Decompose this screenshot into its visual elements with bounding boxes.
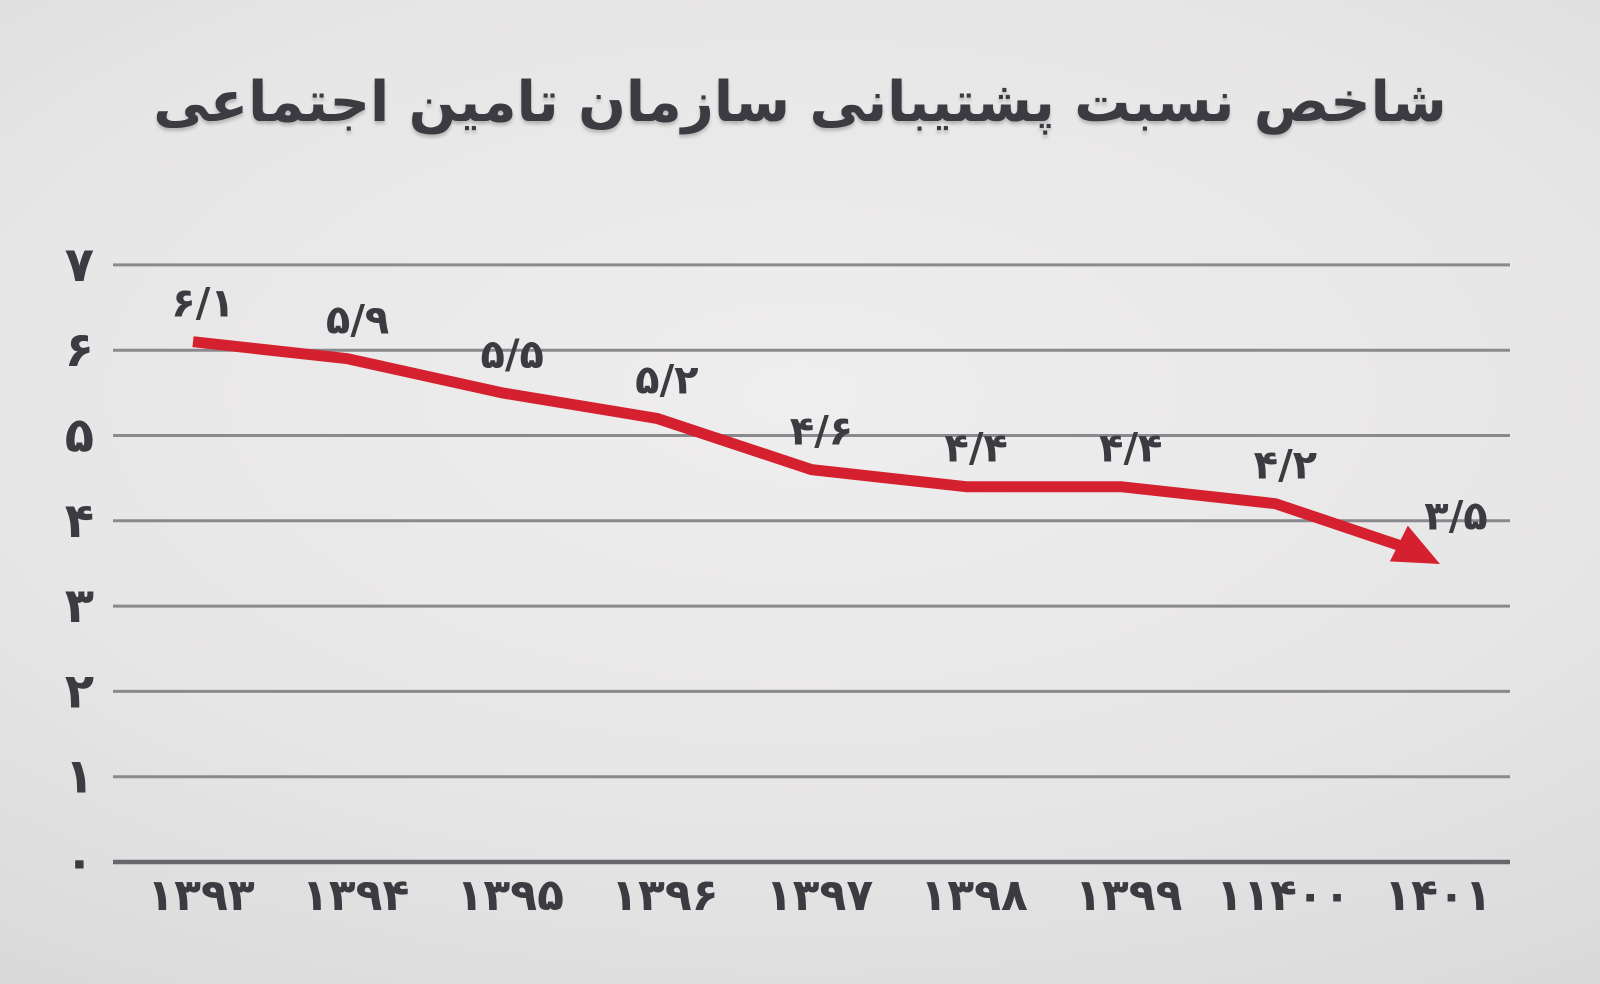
- x-axis-label: ۱۳۹۷: [766, 870, 874, 921]
- data-point-label: ۵/۵: [481, 332, 544, 378]
- x-axis-label: ۱۳۹۹: [1075, 870, 1182, 921]
- data-point-label: ۶/۱: [171, 281, 234, 327]
- chart-title: شاخص نسبت پشتیبانی سازمان تامین اجتماعی: [153, 70, 1447, 135]
- data-point-label: ۴/۴: [1099, 426, 1162, 472]
- x-axis-label: ۱۳۹۶: [611, 870, 718, 921]
- y-axis-tick-label: ۴: [65, 493, 94, 549]
- data-point-label: ۳/۵: [1424, 493, 1487, 539]
- x-axis-label: ۱۴۰۱: [1384, 870, 1491, 921]
- data-point-label: ۴/۶: [790, 409, 853, 455]
- y-axis-tick-label: ۲: [65, 663, 94, 719]
- x-axis-label: ۱۱۴۰۰: [1216, 870, 1350, 921]
- y-axis-tick-label: ۷: [65, 237, 94, 293]
- y-axis-tick-label: ۳: [65, 578, 94, 634]
- y-axis-tick-label: ۵: [65, 408, 94, 464]
- x-axis-label: ۱۳۹۸: [920, 870, 1028, 921]
- x-axis-label: ۱۳۹۵: [457, 870, 564, 921]
- data-point-label: ۴/۲: [1254, 443, 1317, 489]
- x-axis-label: ۱۳۹۳: [147, 870, 255, 921]
- data-point-label: ۵/۹: [326, 298, 389, 344]
- data-point-label: ۵/۲: [635, 357, 698, 403]
- data-point-label: ۴/۴: [944, 426, 1007, 472]
- trend-line: [192, 336, 1412, 555]
- y-axis-tick-label: ۶: [65, 322, 94, 378]
- y-axis-tick-label: ۱: [65, 749, 94, 805]
- y-axis-tick-label: ۰: [65, 834, 94, 890]
- trend-arrowhead-icon: [1389, 525, 1440, 564]
- x-axis-label: ۱۳۹۴: [302, 870, 409, 921]
